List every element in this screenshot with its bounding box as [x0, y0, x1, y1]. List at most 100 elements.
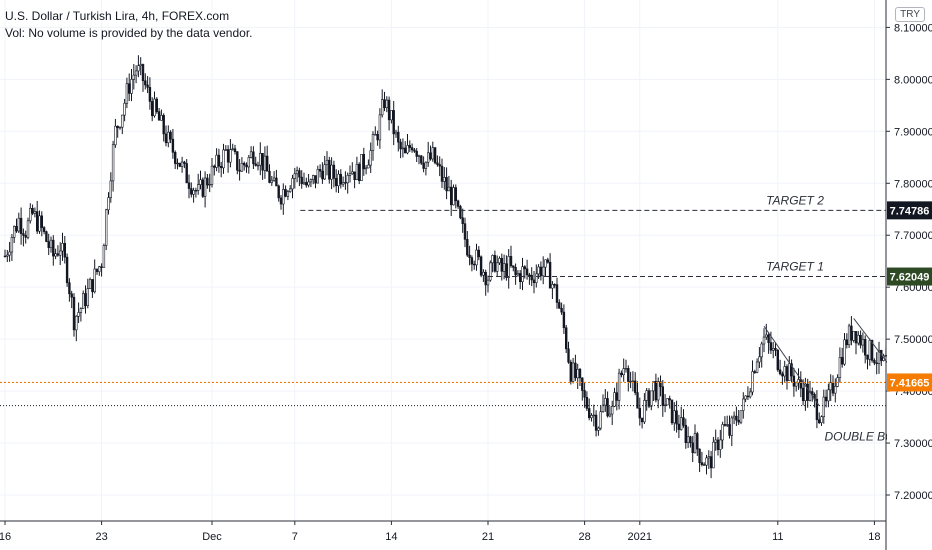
symbol-title[interactable]: U.S. Dollar / Turkish Lira, 4h, FOREX.co… [5, 9, 230, 23]
candle-body [385, 99, 388, 109]
candle-body [659, 381, 662, 388]
candle-body [608, 413, 612, 417]
candle-body [401, 147, 405, 150]
candle-body [399, 141, 402, 150]
candle-body [804, 383, 807, 401]
candle-body [491, 255, 494, 264]
candle-body [493, 255, 497, 272]
candle-body [344, 182, 347, 184]
candle-body [482, 271, 485, 276]
candle-body [298, 170, 301, 178]
candle-body [351, 171, 354, 175]
candle-body [403, 147, 407, 154]
candle-body [95, 268, 99, 273]
candle-body [231, 148, 234, 150]
candle-body [792, 375, 796, 387]
candle-body [873, 360, 876, 364]
candle-body [698, 448, 701, 463]
candle-body [509, 256, 513, 267]
candle-body [714, 439, 717, 443]
candle-body [820, 416, 823, 424]
candle-body [330, 164, 333, 180]
candle-body [364, 167, 368, 170]
candle-body [785, 366, 789, 381]
candle-body [362, 153, 365, 170]
candle-body [640, 417, 644, 423]
candle-body [629, 380, 632, 383]
candle-body [456, 200, 460, 207]
candle-body [164, 133, 168, 144]
candle-body [778, 369, 782, 375]
candle-body [35, 211, 39, 232]
candle-body [682, 417, 685, 426]
candle-body [583, 390, 586, 398]
candle-body [472, 263, 476, 266]
candle-body [847, 325, 851, 346]
candle-body [514, 267, 517, 276]
candle-body [601, 404, 605, 413]
candle-body [178, 162, 181, 167]
candle-body [735, 415, 738, 421]
candle-body [139, 64, 142, 67]
candle-body [744, 395, 747, 400]
candle-body [302, 182, 306, 185]
candle-body [321, 170, 324, 180]
candle-body [562, 311, 566, 329]
candle-body [180, 161, 184, 167]
current-price-tag-bg [887, 373, 932, 392]
currency-badge[interactable]: TRY [895, 7, 925, 22]
candle-body [484, 271, 487, 286]
candle-body [468, 254, 471, 258]
candle-body [801, 387, 805, 401]
candle-body [215, 154, 218, 168]
candle-body [769, 342, 773, 351]
candle-body [502, 263, 506, 272]
x-tick-label: Dec [202, 531, 222, 543]
candle-body [238, 169, 241, 172]
candle-body [309, 179, 313, 183]
candle-body [13, 226, 16, 238]
candle-body [700, 462, 704, 465]
candle-body [155, 98, 158, 112]
y-tick-label: 7.80000 [894, 178, 932, 190]
candle-body [866, 354, 869, 360]
candle-body [245, 164, 248, 168]
x-tick-label: 16 [0, 531, 11, 543]
candle-body [190, 188, 193, 195]
candle-body [808, 391, 812, 401]
candle-body [270, 179, 273, 183]
candle-body [109, 180, 113, 198]
candle-body [224, 149, 227, 151]
candle-body [512, 265, 515, 268]
candle-body [70, 293, 73, 298]
candle-body [663, 404, 667, 407]
candle-body [63, 243, 67, 258]
candle-body [353, 171, 356, 181]
candle-body [521, 266, 524, 283]
y-tick-label: 7.50000 [894, 334, 932, 346]
candle-body [797, 379, 800, 384]
candle-body [643, 400, 646, 423]
y-tick-label: 7.90000 [894, 126, 932, 138]
candle-body [645, 390, 648, 401]
candle-body [272, 177, 276, 181]
candle-body [675, 410, 678, 425]
candle-body [105, 209, 108, 246]
candle-body [470, 257, 474, 265]
candle-body [486, 279, 490, 286]
candle-body [111, 144, 115, 182]
candle-body [723, 424, 727, 426]
candle-body [585, 396, 589, 409]
candle-body [518, 273, 522, 283]
target2-label: TARGET 2 [766, 193, 824, 207]
candle-body [500, 257, 503, 272]
y-tick-label: 7.70000 [894, 230, 932, 242]
y-tick-label: 7.20000 [894, 490, 932, 502]
candle-body [378, 114, 382, 141]
candle-body [332, 164, 336, 179]
candle-body [390, 110, 393, 121]
candle-body [151, 101, 154, 117]
candle-body [788, 363, 791, 381]
